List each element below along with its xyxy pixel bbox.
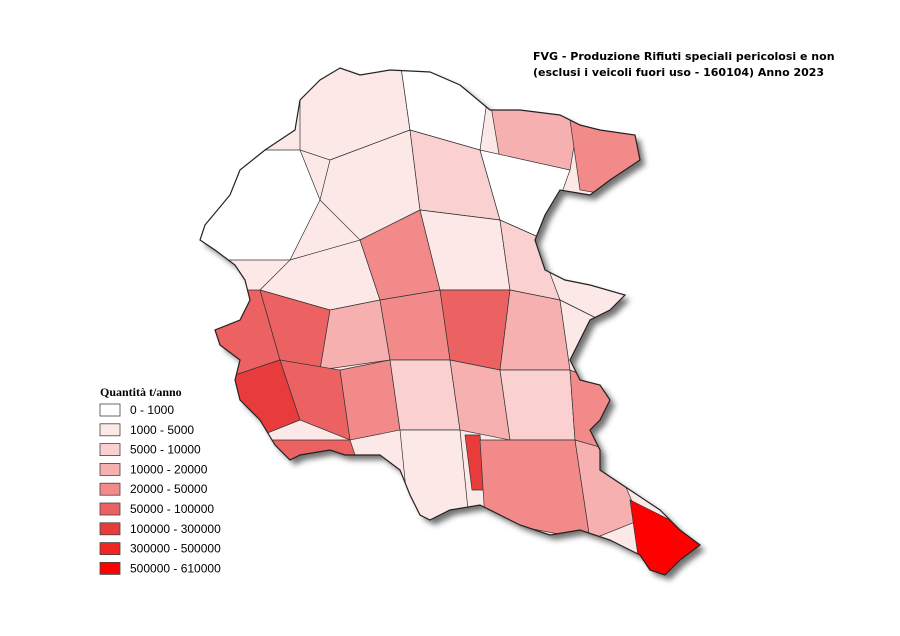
municipality [499, 289, 571, 371]
municipality [379, 289, 451, 361]
legend-label: 100000 - 300000 [130, 522, 221, 536]
legend-swatch [99, 522, 121, 536]
legend-swatch [99, 482, 121, 496]
legend-swatch [99, 423, 121, 437]
map-title: FVG - Produzione Rifiuti speciali perico… [533, 50, 835, 63]
municipality [399, 429, 471, 531]
municipality [629, 499, 700, 575]
municipality [569, 369, 621, 451]
municipality [499, 369, 576, 441]
legend-label: 50000 - 100000 [130, 502, 214, 516]
legend-swatch [99, 403, 121, 417]
legend-label: 20000 - 50000 [130, 482, 208, 496]
legend-title: Quantità t/anno [100, 385, 182, 399]
municipality [339, 359, 401, 441]
municipalities [200, 68, 700, 575]
legend-swatch [99, 462, 121, 476]
map-title: (esclusi i veicoli fuori uso - 160104) A… [533, 66, 824, 79]
municipality [479, 439, 591, 541]
legend-swatch [99, 502, 121, 516]
legend-label: 500000 - 610000 [130, 561, 221, 575]
legend-swatch [99, 443, 121, 457]
municipality [319, 299, 391, 371]
legend-label: 0 - 1000 [130, 403, 174, 417]
legend: 0 - 1000 1000 - 5000 5000 - 10000 10000 - 2… [99, 403, 221, 575]
municipality [389, 359, 461, 431]
legend-label: 1000 - 5000 [130, 423, 194, 437]
legend-label: 300000 - 500000 [130, 542, 221, 556]
legend-label: 5000 - 10000 [130, 443, 201, 457]
municipality [439, 289, 511, 371]
legend-swatch [99, 542, 121, 555]
legend-label: 10000 - 20000 [130, 462, 208, 476]
legend-swatch [99, 562, 121, 575]
